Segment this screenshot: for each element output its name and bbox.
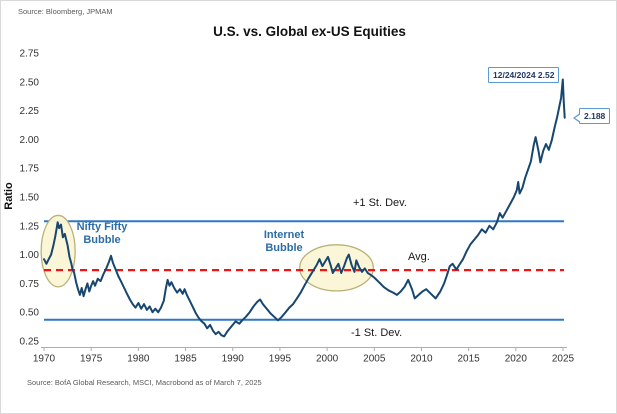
- last-value-callout: 2.188: [572, 108, 611, 124]
- y-tick-label: 2.50: [20, 77, 40, 88]
- y-tick-label: 0.25: [20, 337, 40, 348]
- chart-title: U.S. vs. Global ex-US Equities: [213, 24, 406, 39]
- source-bottom: Source: BofA Global Research, MSCI, Macr…: [27, 378, 262, 387]
- x-tick-label: 2020: [505, 354, 528, 365]
- y-tick-label: 1.25: [20, 221, 40, 232]
- internet-bubble-label: Internet Bubble: [263, 229, 305, 254]
- x-tick-label: 1980: [127, 354, 150, 365]
- y-tick-label: 1.50: [20, 193, 40, 204]
- ratio-series-line: [43, 78, 566, 338]
- plus-one-stdev-label: +1 St. Dev.: [353, 197, 407, 209]
- x-tick-label: 1985: [174, 354, 197, 365]
- y-tick-label: 1.75: [20, 164, 40, 175]
- x-tick-label: 1975: [80, 354, 103, 365]
- source-top: Source: Bloomberg, JPMAM: [18, 7, 113, 16]
- minus-one-stdev-label: -1 St. Dev.: [351, 327, 403, 339]
- nifty-fifty-bubble-label: Nifty Fifty Bubble: [76, 221, 128, 246]
- y-tick-label: 0.50: [20, 308, 40, 319]
- avg-label: Avg.: [408, 251, 430, 263]
- x-tick-label: 1995: [269, 354, 292, 365]
- y-tick-label: 2.00: [20, 135, 40, 146]
- x-tick-label: 2005: [363, 354, 386, 365]
- peak-date-callout: 12/24/2024 2.52: [488, 67, 560, 83]
- y-tick-label: 0.75: [20, 279, 40, 290]
- x-tick-label: 2010: [410, 354, 433, 365]
- x-tick-label: 1990: [222, 354, 245, 365]
- y-tick-label: 2.25: [20, 106, 40, 117]
- x-tick-label: 1970: [33, 354, 56, 365]
- x-tick-label: 2015: [458, 354, 481, 365]
- y-tick-label: 2.75: [20, 49, 40, 60]
- bubble-ellipse-nifty-fifty: [40, 214, 76, 288]
- x-tick-label: 2000: [316, 354, 339, 365]
- x-tick-label: 2025: [552, 354, 575, 365]
- y-tick-label: 1.00: [20, 250, 40, 261]
